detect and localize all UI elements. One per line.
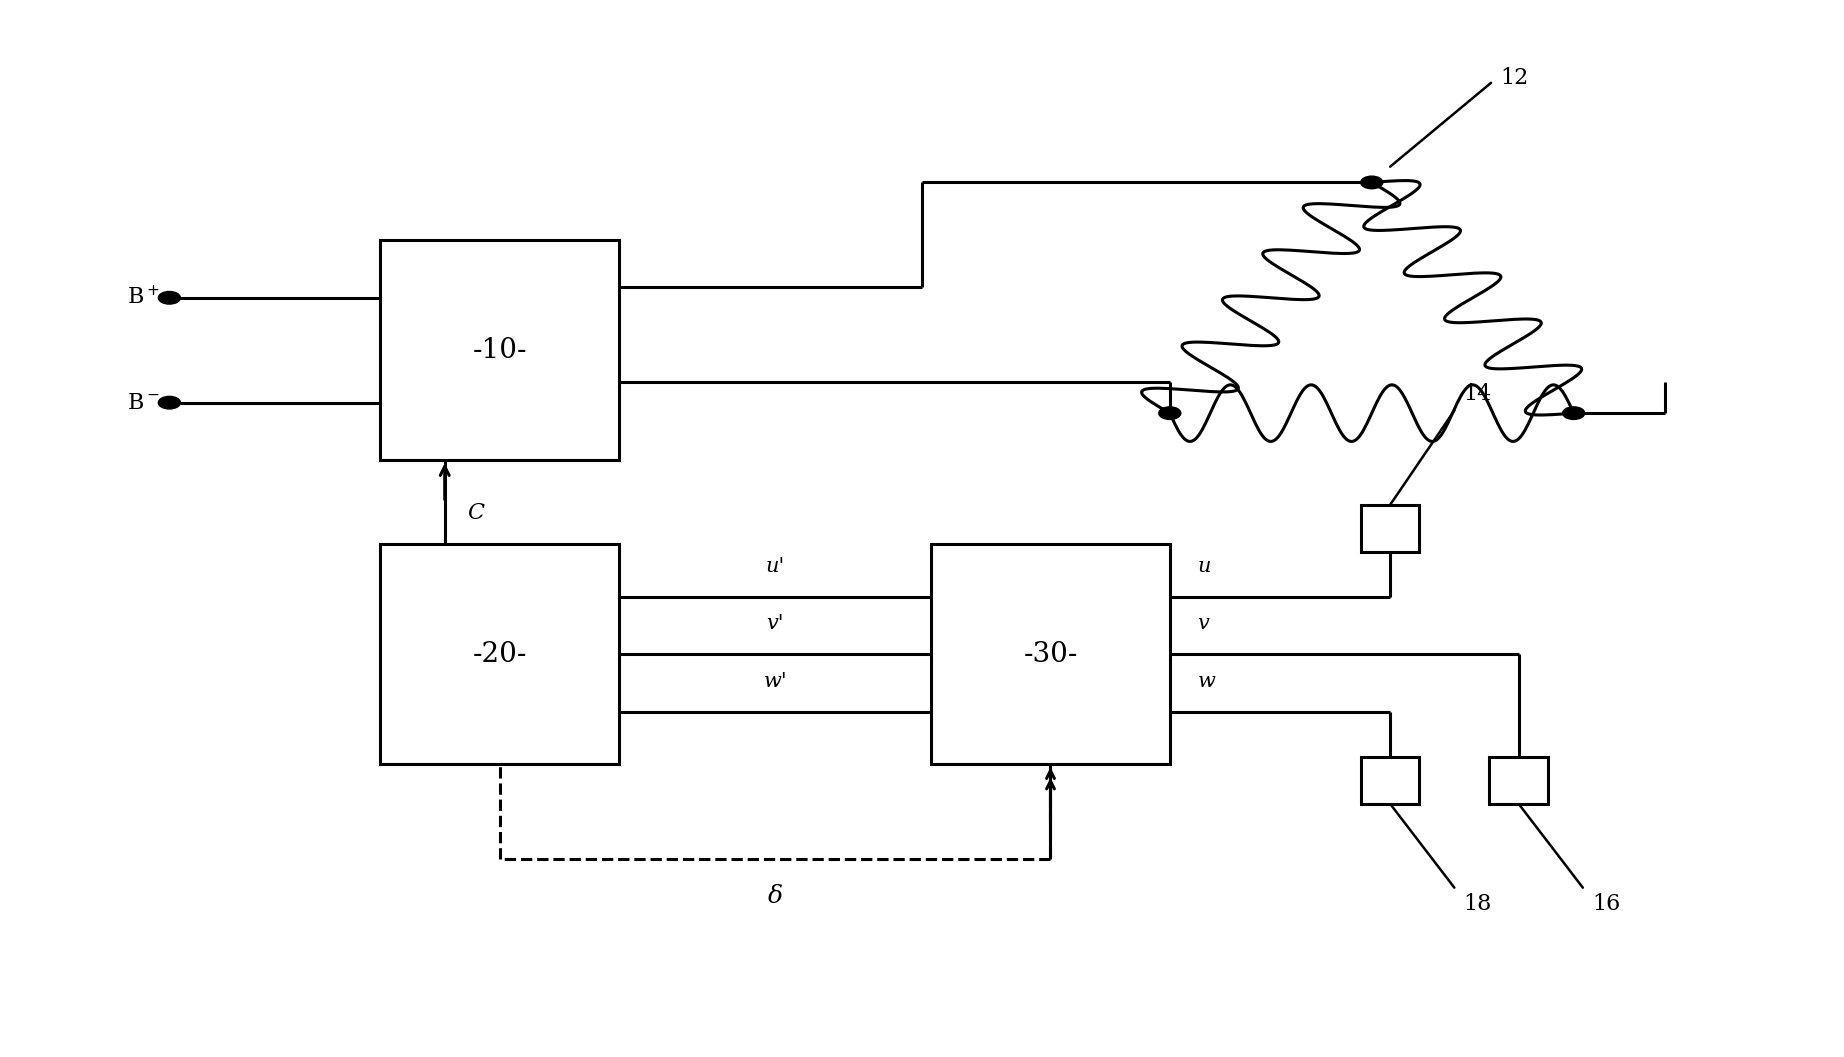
Text: u: u: [1197, 557, 1212, 576]
Text: 14: 14: [1464, 384, 1492, 405]
Text: 16: 16: [1591, 893, 1621, 915]
Text: v: v: [1197, 614, 1210, 633]
Circle shape: [159, 396, 181, 409]
Text: 12: 12: [1501, 67, 1529, 89]
Bar: [380, 544, 620, 764]
Bar: [931, 544, 1169, 764]
Bar: [1361, 505, 1420, 552]
Text: -10-: -10-: [472, 337, 527, 364]
Text: u': u': [765, 557, 786, 576]
Text: 18: 18: [1464, 893, 1492, 915]
Text: -20-: -20-: [472, 641, 527, 668]
Bar: [380, 240, 620, 461]
Circle shape: [1361, 177, 1383, 189]
Bar: [1361, 757, 1420, 803]
Circle shape: [1158, 407, 1180, 420]
Text: v': v': [767, 614, 784, 633]
Text: B$^-$: B$^-$: [127, 392, 160, 413]
Text: C: C: [467, 502, 483, 524]
Text: -30-: -30-: [1023, 641, 1077, 668]
Text: δ: δ: [767, 885, 782, 908]
Text: w: w: [1197, 672, 1215, 691]
Circle shape: [1562, 407, 1584, 420]
Text: B$^+$: B$^+$: [127, 286, 160, 310]
Bar: [1490, 757, 1547, 803]
Circle shape: [159, 292, 181, 304]
Text: w': w': [763, 672, 787, 691]
